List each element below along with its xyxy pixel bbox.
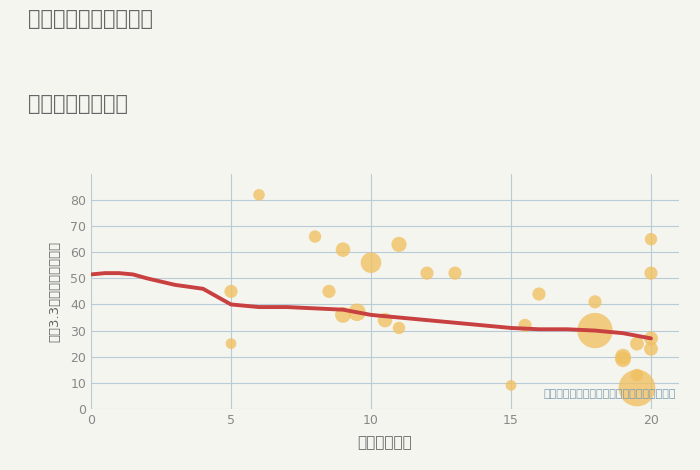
- Point: [617, 353, 629, 360]
- Point: [351, 308, 363, 316]
- Text: 奈良県奈良市奈保町の: 奈良県奈良市奈保町の: [28, 9, 153, 30]
- Point: [645, 235, 657, 243]
- Point: [631, 340, 643, 347]
- Point: [645, 345, 657, 352]
- Point: [505, 382, 517, 389]
- Point: [533, 290, 545, 298]
- Point: [337, 246, 349, 253]
- Point: [379, 316, 391, 324]
- Point: [365, 259, 377, 266]
- Point: [519, 321, 531, 329]
- Point: [645, 335, 657, 342]
- Text: 円の大きさは、取引のあった物件面積を示す: 円の大きさは、取引のあった物件面積を示す: [544, 390, 676, 400]
- Point: [309, 233, 321, 240]
- Point: [393, 324, 405, 332]
- Point: [645, 269, 657, 277]
- Point: [421, 269, 433, 277]
- Text: 駅距離別土地価格: 駅距離別土地価格: [28, 94, 128, 114]
- Point: [337, 311, 349, 319]
- Point: [589, 327, 601, 334]
- Point: [225, 288, 237, 295]
- Point: [449, 269, 461, 277]
- X-axis label: 駅距離（分）: 駅距離（分）: [358, 435, 412, 450]
- Point: [323, 288, 335, 295]
- Point: [631, 384, 643, 392]
- Point: [393, 241, 405, 248]
- Y-axis label: 平（3.3㎡）単価（万円）: 平（3.3㎡）単価（万円）: [49, 241, 62, 342]
- Point: [225, 340, 237, 347]
- Point: [589, 298, 601, 306]
- Point: [617, 355, 629, 363]
- Point: [631, 371, 643, 379]
- Point: [253, 191, 265, 198]
